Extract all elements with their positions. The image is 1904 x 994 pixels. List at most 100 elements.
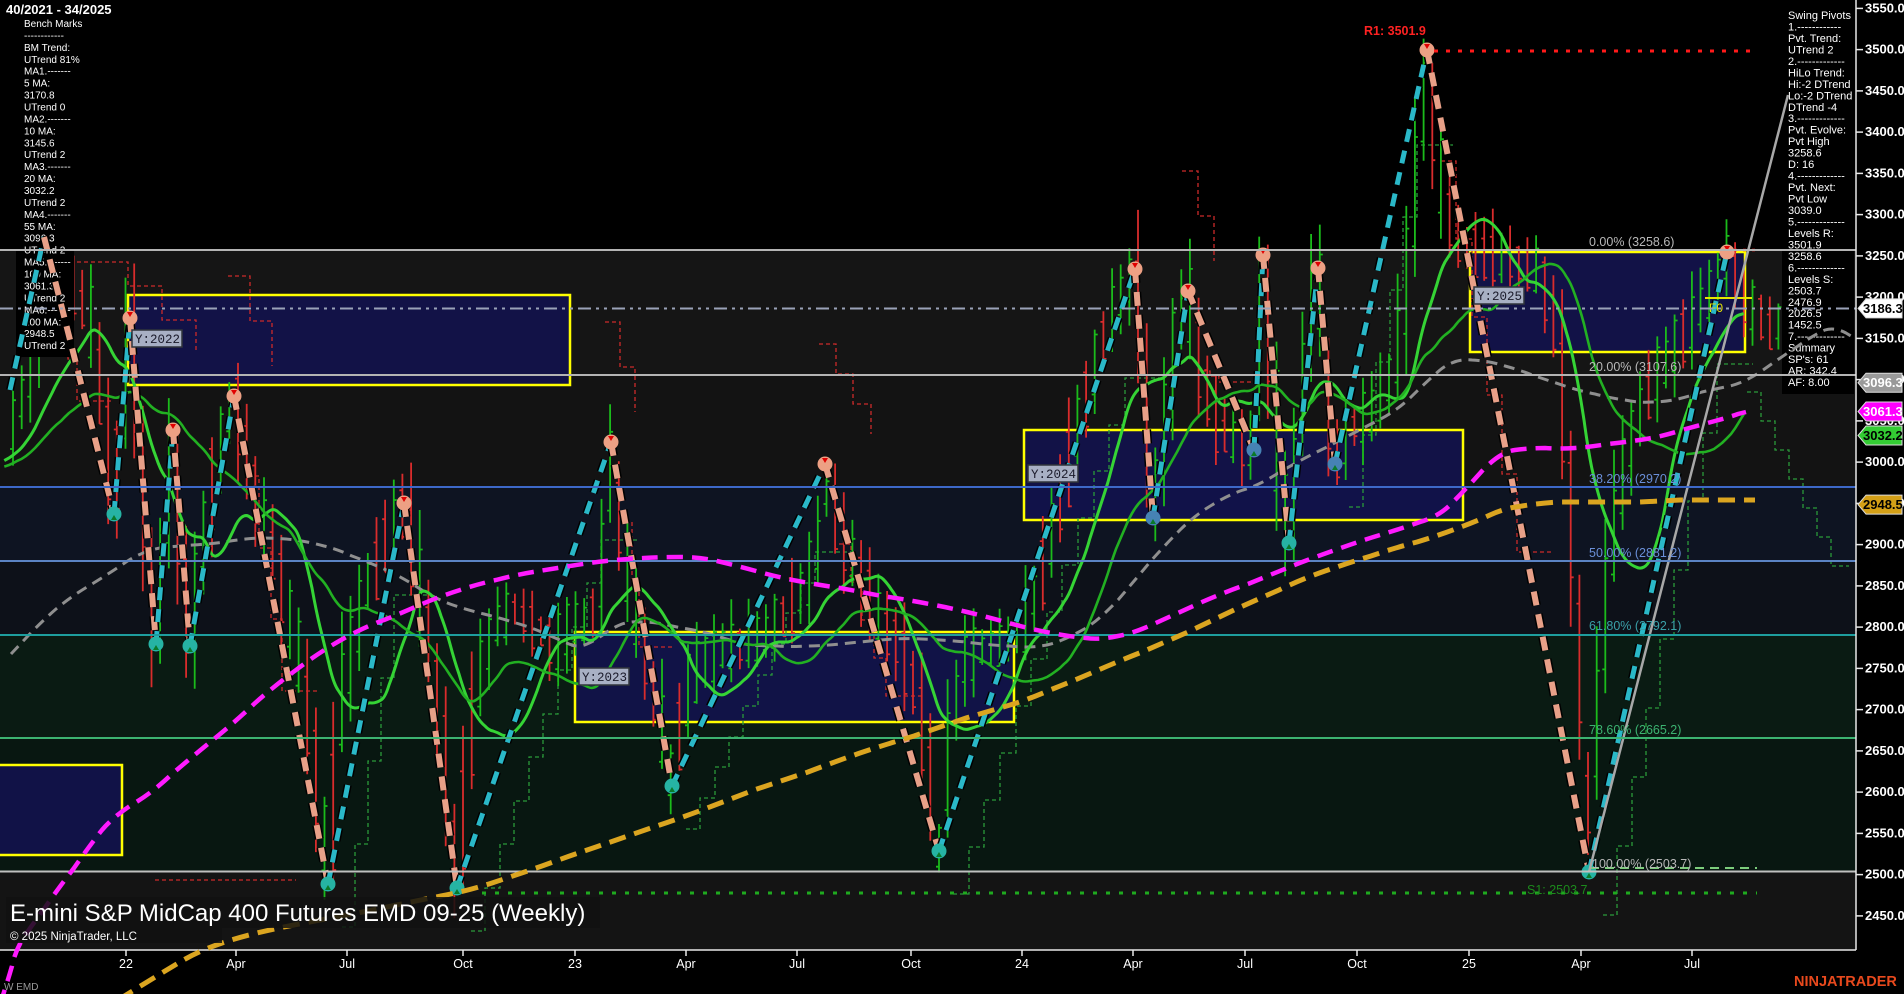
- svg-text:UTrend 0: UTrend 0: [24, 103, 66, 114]
- svg-text:3032.2: 3032.2: [24, 186, 55, 197]
- svg-text:2500.0: 2500.0: [1865, 867, 1904, 882]
- svg-text:Swing Pivots: Swing Pivots: [1788, 10, 1851, 22]
- svg-text:3061.3: 3061.3: [24, 282, 55, 293]
- svg-text:BM Trend:: BM Trend:: [24, 43, 70, 54]
- svg-text:NINJATRADER: NINJATRADER: [1794, 974, 1897, 990]
- svg-text:MA1.-------: MA1.-------: [24, 67, 71, 78]
- svg-text:Jul: Jul: [789, 957, 805, 971]
- svg-text:3250.0: 3250.0: [1865, 248, 1904, 263]
- svg-text:3.-------------: 3.-------------: [1788, 113, 1845, 125]
- svg-text:Apr: Apr: [1571, 957, 1590, 971]
- svg-text:3032.2: 3032.2: [1863, 428, 1903, 443]
- svg-text:Y:2025: Y:2025: [1477, 290, 1522, 304]
- svg-text:Jul: Jul: [1237, 957, 1253, 971]
- svg-text:2750.0: 2750.0: [1865, 660, 1904, 675]
- svg-text:Jul: Jul: [339, 957, 355, 971]
- svg-text:Bench Marks: Bench Marks: [24, 19, 82, 30]
- svg-text:10 MA:: 10 MA:: [24, 126, 56, 137]
- svg-text:4.-------------: 4.-------------: [1788, 171, 1845, 183]
- svg-text:Hi:-2 DTrend: Hi:-2 DTrend: [1788, 79, 1851, 91]
- svg-text:R1: 3501.9: R1: 3501.9: [1364, 24, 1426, 38]
- svg-text:2450.0: 2450.0: [1865, 908, 1904, 923]
- svg-text:40/2021 - 34/2025: 40/2021 - 34/2025: [6, 2, 112, 17]
- svg-text:MA2.-------: MA2.-------: [24, 114, 71, 125]
- svg-text:UTrend 2: UTrend 2: [24, 293, 66, 304]
- svg-text:5.-------------: 5.-------------: [1788, 217, 1845, 229]
- svg-text:100 MA:: 100 MA:: [24, 270, 61, 281]
- svg-text:6.-------------: 6.-------------: [1788, 262, 1845, 274]
- svg-text:Levels S:: Levels S:: [1788, 274, 1833, 286]
- svg-text:23: 23: [568, 957, 582, 971]
- svg-text:50.00% (2881.2): 50.00% (2881.2): [1589, 546, 1681, 560]
- svg-text:AF: 8.00: AF: 8.00: [1788, 377, 1830, 389]
- svg-text:20.00% (3107.6): 20.00% (3107.6): [1589, 360, 1681, 374]
- svg-text:MA4.-------: MA4.-------: [24, 210, 71, 221]
- svg-text:3450.0: 3450.0: [1865, 83, 1904, 98]
- svg-text:2476.9: 2476.9: [1788, 297, 1822, 309]
- svg-text:Levels R:: Levels R:: [1788, 228, 1834, 240]
- svg-text:78.60% (2665.2): 78.60% (2665.2): [1589, 723, 1681, 737]
- svg-text:2850.0: 2850.0: [1865, 578, 1904, 593]
- svg-text:Oct: Oct: [453, 957, 473, 971]
- svg-text:7.-------------: 7.-------------: [1788, 331, 1845, 343]
- svg-text:Y:2022: Y:2022: [135, 333, 180, 347]
- svg-text:SP's: 61: SP's: 61: [1788, 354, 1829, 366]
- svg-text:24: 24: [1015, 957, 1029, 971]
- svg-text:3500.0: 3500.0: [1865, 42, 1904, 57]
- svg-text:1452.5: 1452.5: [1788, 320, 1822, 332]
- svg-text:0.00% (3258.6): 0.00% (3258.6): [1589, 235, 1674, 249]
- svg-text:UTrend 2: UTrend 2: [1788, 44, 1833, 56]
- svg-text:F0: F0: [1709, 301, 1723, 315]
- svg-text:Pvt Low: Pvt Low: [1788, 194, 1827, 206]
- svg-text:2503.7: 2503.7: [1788, 285, 1822, 297]
- svg-text:100.00% (2503.7): 100.00% (2503.7): [1592, 857, 1691, 871]
- svg-text:2650.0: 2650.0: [1865, 743, 1904, 758]
- svg-text:Apr: Apr: [226, 957, 245, 971]
- svg-text:3300.0: 3300.0: [1865, 207, 1904, 222]
- svg-text:E-mini S&P MidCap 400 Futures: E-mini S&P MidCap 400 Futures EMD 09-25 …: [10, 900, 585, 927]
- svg-text:3550.0: 3550.0: [1865, 0, 1904, 15]
- svg-text:3258.6: 3258.6: [1788, 148, 1822, 160]
- svg-text:38.20% (2970.2): 38.20% (2970.2): [1589, 472, 1681, 486]
- svg-text:Jul: Jul: [1684, 957, 1700, 971]
- svg-text:200 MA:: 200 MA:: [24, 317, 61, 328]
- svg-text:HiLo Trend:: HiLo Trend:: [1788, 67, 1845, 79]
- svg-text:3061.3: 3061.3: [1863, 404, 1903, 419]
- svg-text:Oct: Oct: [901, 957, 921, 971]
- svg-text:5 MA:: 5 MA:: [24, 79, 50, 90]
- svg-text:3170.8: 3170.8: [24, 91, 55, 102]
- svg-text:3400.0: 3400.0: [1865, 124, 1904, 139]
- svg-text:Oct: Oct: [1347, 957, 1367, 971]
- svg-text:2550.0: 2550.0: [1865, 825, 1904, 840]
- svg-text:S1: 2503.7: S1: 2503.7: [1527, 883, 1588, 897]
- svg-text:3350.0: 3350.0: [1865, 165, 1904, 180]
- svg-text:D: 16: D: 16: [1788, 159, 1814, 171]
- svg-text:W EMD: W EMD: [4, 982, 38, 993]
- svg-text:Apr: Apr: [1123, 957, 1142, 971]
- svg-text:DTrend -4: DTrend -4: [1788, 102, 1837, 114]
- svg-text:3150.0: 3150.0: [1865, 330, 1904, 345]
- svg-text:Pvt. Evolve:: Pvt. Evolve:: [1788, 125, 1846, 137]
- svg-text:------------: ------------: [24, 31, 64, 42]
- svg-text:UTrend 2: UTrend 2: [24, 150, 66, 161]
- svg-text:61.80% (2792.1): 61.80% (2792.1): [1589, 619, 1681, 633]
- svg-text:3096.3: 3096.3: [1863, 375, 1903, 390]
- svg-text:Lo:-2 DTrend: Lo:-2 DTrend: [1788, 90, 1852, 102]
- svg-text:3039.0: 3039.0: [1788, 205, 1822, 217]
- svg-text:UTrend 2: UTrend 2: [24, 341, 66, 352]
- svg-text:55 MA:: 55 MA:: [24, 222, 56, 233]
- svg-text:MA3.-------: MA3.-------: [24, 162, 71, 173]
- svg-text:UTrend 2: UTrend 2: [24, 198, 66, 209]
- svg-text:2026.5: 2026.5: [1788, 308, 1822, 320]
- svg-text:2.-------------: 2.-------------: [1788, 56, 1845, 68]
- svg-text:3000.0: 3000.0: [1865, 454, 1904, 469]
- svg-text:2600.0: 2600.0: [1865, 784, 1904, 799]
- svg-text:3186.3: 3186.3: [1863, 301, 1903, 316]
- svg-text:Y:2024: Y:2024: [1031, 468, 1076, 482]
- svg-text:© 2025 NinjaTrader, LLC: © 2025 NinjaTrader, LLC: [10, 931, 137, 943]
- svg-text:UTrend 81%: UTrend 81%: [24, 55, 80, 66]
- svg-text:3145.6: 3145.6: [24, 138, 55, 149]
- svg-text:Pvt. Trend:: Pvt. Trend:: [1788, 33, 1841, 45]
- svg-text:Pvt. Next:: Pvt. Next:: [1788, 182, 1836, 194]
- svg-text:22: 22: [119, 957, 133, 971]
